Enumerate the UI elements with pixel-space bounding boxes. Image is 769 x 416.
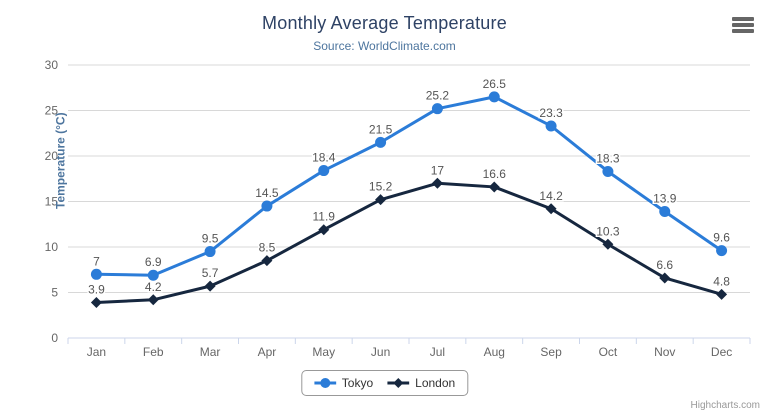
data-point-marker[interactable] xyxy=(147,269,159,281)
x-axis-label: Mar xyxy=(200,345,221,359)
y-axis-label: 0 xyxy=(51,331,58,345)
data-label: 13.9 xyxy=(653,192,677,206)
data-point-marker[interactable] xyxy=(659,272,671,284)
x-axis-label: Aug xyxy=(484,345,505,359)
data-label: 25.2 xyxy=(426,89,450,103)
data-label: 10.3 xyxy=(596,224,620,238)
data-label: 14.5 xyxy=(255,186,279,200)
data-point-marker[interactable] xyxy=(261,255,273,267)
data-point-marker[interactable] xyxy=(488,181,500,193)
data-label: 23.3 xyxy=(539,106,563,120)
y-axis-label: 15 xyxy=(45,195,59,209)
data-point-marker[interactable] xyxy=(318,165,330,177)
data-label: 11.9 xyxy=(313,210,336,224)
data-point-marker[interactable] xyxy=(545,120,557,132)
highcharts-credit[interactable]: Highcharts.com xyxy=(690,400,760,411)
y-axis-label: 30 xyxy=(45,58,59,72)
data-point-marker[interactable] xyxy=(318,224,330,236)
data-label: 4.8 xyxy=(713,274,730,288)
data-label: 3.9 xyxy=(88,283,105,297)
data-point-marker[interactable] xyxy=(488,91,500,103)
legend-diamond-marker-icon xyxy=(387,378,410,388)
data-point-marker[interactable] xyxy=(602,238,614,250)
data-label: 9.6 xyxy=(713,231,730,245)
y-axis-label: 20 xyxy=(45,149,59,163)
legend-item-london[interactable]: London xyxy=(387,376,455,390)
data-point-marker[interactable] xyxy=(545,203,557,215)
data-point-marker[interactable] xyxy=(147,294,159,306)
x-axis-label: Jun xyxy=(371,345,390,359)
data-point-marker[interactable] xyxy=(261,200,273,212)
x-axis-label: Jan xyxy=(87,345,106,359)
data-point-marker[interactable] xyxy=(431,177,443,189)
x-axis-label: Dec xyxy=(711,345,732,359)
data-label: 6.9 xyxy=(145,255,162,269)
data-label: 17 xyxy=(431,163,445,177)
data-point-marker[interactable] xyxy=(659,206,671,218)
hamburger-icon xyxy=(732,23,754,27)
chart-subtitle: Source: WorldClimate.com xyxy=(313,39,456,53)
data-label: 16.6 xyxy=(483,167,507,181)
hamburger-icon xyxy=(732,17,754,21)
data-label: 4.2 xyxy=(145,280,162,294)
data-label: 9.5 xyxy=(202,232,219,246)
data-point-marker[interactable] xyxy=(204,280,216,292)
data-label: 14.2 xyxy=(539,189,563,203)
x-axis-label: Sep xyxy=(540,345,562,359)
data-label: 7 xyxy=(93,254,100,268)
legend-circle-marker-icon xyxy=(313,378,336,388)
data-point-marker[interactable] xyxy=(716,288,728,300)
data-label: 18.3 xyxy=(596,151,620,165)
data-point-marker[interactable] xyxy=(716,245,728,257)
data-label: 26.5 xyxy=(483,77,507,91)
legend-item-label: London xyxy=(415,376,456,390)
data-point-marker[interactable] xyxy=(375,136,387,148)
data-label: 6.6 xyxy=(656,258,673,272)
data-point-marker[interactable] xyxy=(431,103,443,115)
x-axis-label: Apr xyxy=(258,345,277,359)
data-label: 21.5 xyxy=(369,122,393,136)
series-line-london xyxy=(94,181,724,305)
x-axis-label: May xyxy=(312,345,335,359)
legend: Tokyo London xyxy=(300,370,469,396)
data-label: 18.4 xyxy=(312,151,336,165)
y-axis-title: Temperature (°C) xyxy=(53,112,68,209)
x-axis-label: Feb xyxy=(143,345,164,359)
y-axis-label: 10 xyxy=(45,240,59,254)
data-label: 5.7 xyxy=(202,266,219,280)
legend-item-label: Tokyo xyxy=(341,376,374,390)
legend-item-tokyo[interactable]: Tokyo xyxy=(313,376,374,390)
data-point-marker[interactable] xyxy=(90,297,102,309)
data-label: 8.5 xyxy=(259,241,276,255)
data-point-marker[interactable] xyxy=(204,246,216,258)
export-menu-button[interactable] xyxy=(732,15,756,35)
data-label: 15.2 xyxy=(369,180,393,194)
y-axis-label: 5 xyxy=(51,286,58,300)
series-line-tokyo xyxy=(94,95,724,277)
data-point-marker[interactable] xyxy=(90,268,102,280)
y-axis-label: 25 xyxy=(45,104,59,118)
data-point-marker[interactable] xyxy=(602,165,614,177)
hamburger-icon xyxy=(732,29,754,33)
x-axis-label: Oct xyxy=(599,345,618,359)
x-axis-label: Jul xyxy=(430,345,445,359)
x-axis-label: Nov xyxy=(654,345,675,359)
data-point-marker[interactable] xyxy=(375,194,387,206)
chart-title: Monthly Average Temperature xyxy=(262,13,507,33)
